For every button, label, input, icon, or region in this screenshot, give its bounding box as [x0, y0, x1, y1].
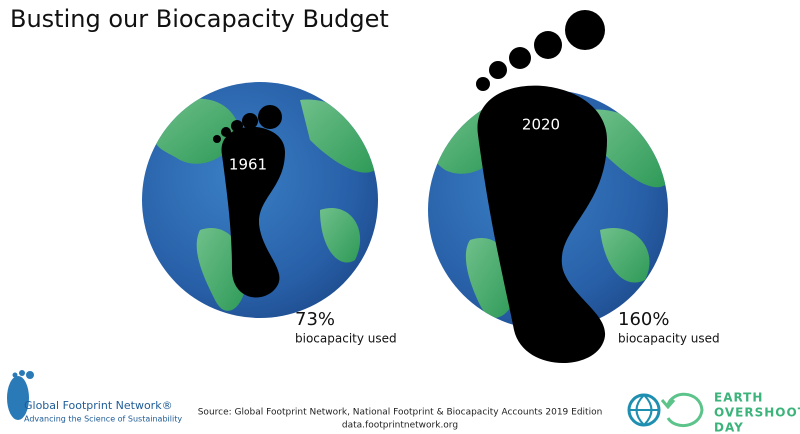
logo-name: Global Footprint Network® [24, 399, 173, 412]
logo-tagline: Advancing the Science of Sustainability [24, 415, 182, 424]
eod-logo-icon [627, 392, 704, 427]
logo-text: EARTH [714, 391, 763, 405]
logo-text: OVERSHOOT [714, 406, 800, 420]
gfn-logo-icon [7, 370, 34, 420]
logo-text: DAY [714, 421, 744, 434]
footprint [213, 105, 285, 298]
caption: biocapacity used [295, 332, 397, 346]
year-label: 2020 [522, 116, 560, 134]
source: Source: Global Footprint Network, Nation… [198, 408, 603, 418]
url: data.footprintnetwork.org [342, 421, 458, 431]
title: Busting our Biocapacity Budget [10, 5, 389, 33]
caption: biocapacity used [618, 332, 720, 346]
percent: 160% [618, 309, 669, 330]
year-label: 1961 [229, 156, 267, 174]
percent: 73% [295, 309, 335, 330]
footprint [476, 10, 607, 364]
